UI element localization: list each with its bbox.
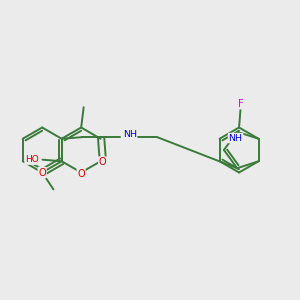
Text: F: F — [238, 99, 243, 109]
Text: O: O — [77, 169, 85, 179]
Text: O: O — [99, 157, 106, 167]
Text: HO: HO — [25, 155, 39, 164]
Text: NH: NH — [229, 134, 243, 142]
Text: NH: NH — [123, 130, 137, 139]
Text: O: O — [38, 167, 46, 178]
